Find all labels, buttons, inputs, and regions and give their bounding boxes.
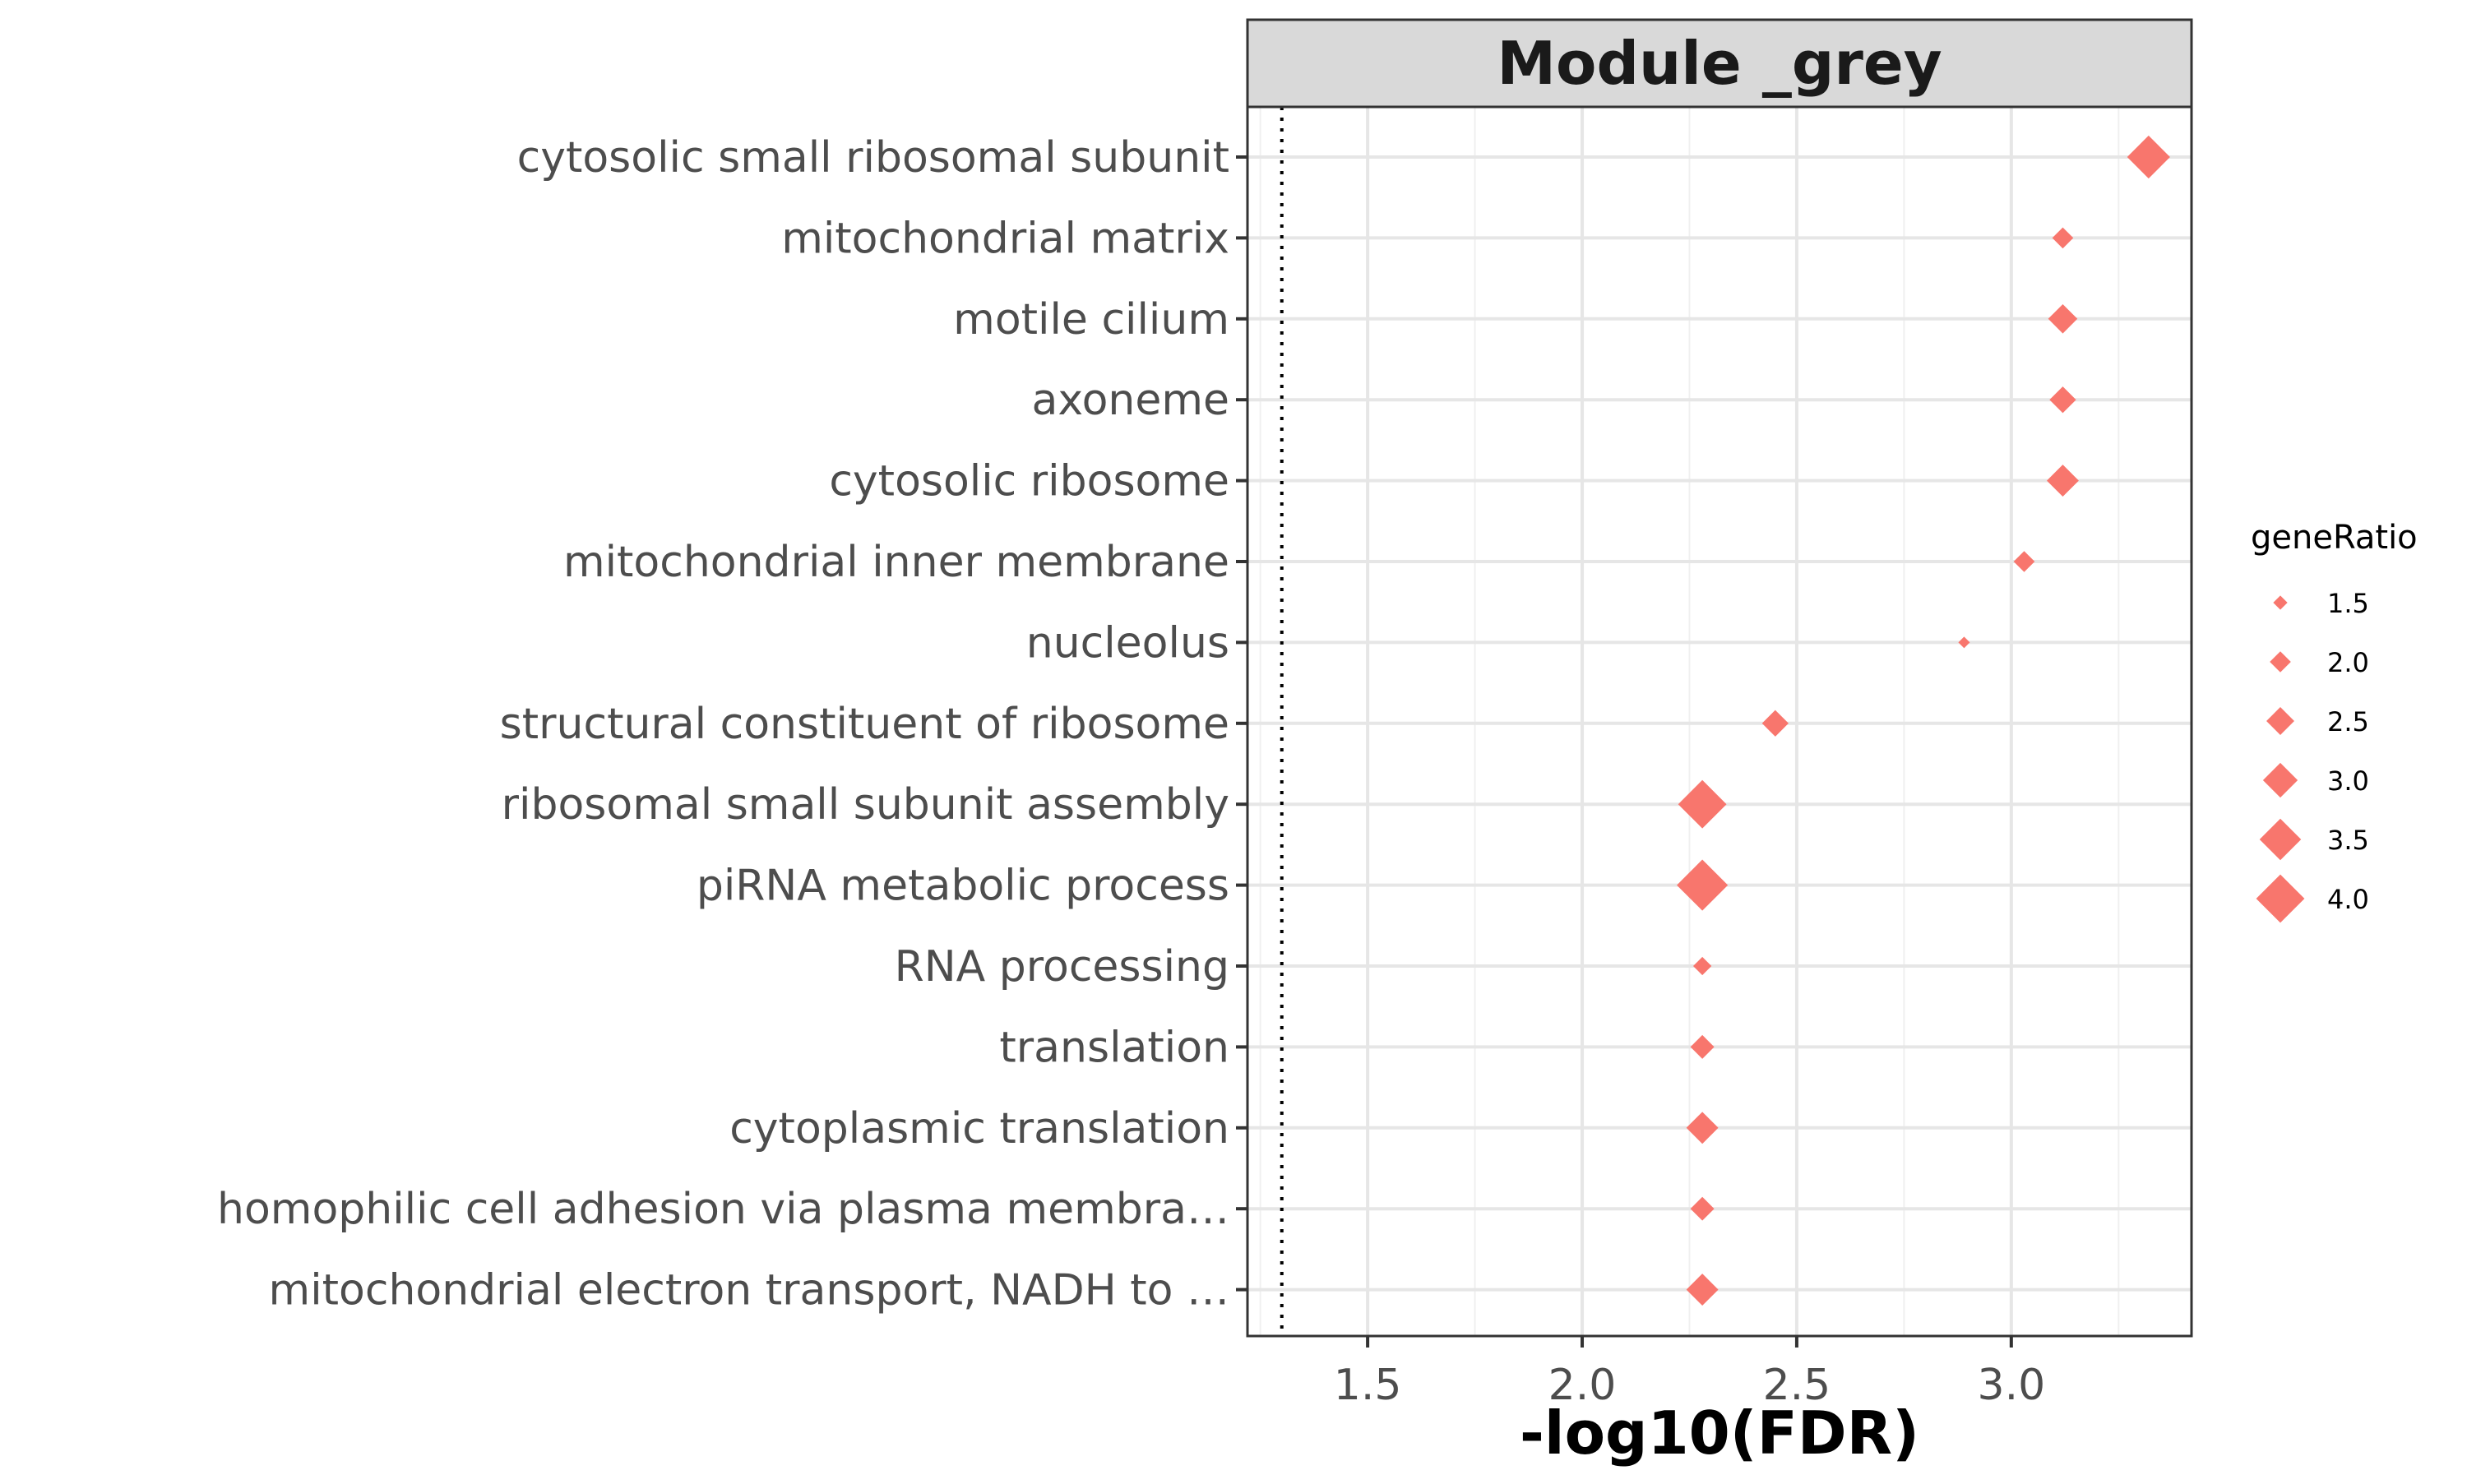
y-tick-label: mitochondrial matrix [781,214,1229,263]
y-tick-label: homophilic cell adhesion via plasma memb… [217,1185,1229,1234]
y-tick-label: translation [999,1023,1229,1072]
legend-key [2273,595,2288,610]
legend-key [2256,874,2305,923]
x-tick-label: 3.0 [1977,1361,2045,1410]
strip-header [1246,18,2193,109]
x-axis: 1.5 2.0 2.5 3.0 [1334,1336,2045,1410]
y-tick-label: mitochondrial inner membrane [563,538,1229,587]
legend-label: 3.0 [2327,765,2369,797]
y-tick-label: nucleolus [1026,618,1229,668]
data-point [1677,859,1729,911]
data-point [1690,1196,1715,1221]
y-tick-label: ribosomal small subunit assembly [502,780,1229,830]
y-tick-label: cytoplasmic translation [729,1104,1229,1153]
data-point [1686,1274,1719,1306]
x-tick-label: 2.5 [1763,1361,1831,1410]
points-layer [1677,135,2170,1306]
y-tick-label: motile cilium [953,295,1229,344]
legend-label: 3.5 [2327,825,2369,856]
y-tick-label: piRNA metabolic process [697,862,1229,911]
data-point [2049,386,2076,414]
legend: geneRatio 1.5 2.0 2.5 3.0 3.5 4.0 [2251,519,2418,923]
y-tick-label: mitochondrial electron transport, NADH t… [269,1266,1229,1315]
legend-title: geneRatio [2251,519,2418,557]
data-point [2047,465,2079,497]
y-tick-label: structural constituent of ribosome [500,700,1229,749]
legend-label: 2.5 [2327,706,2369,737]
legend-label: 1.5 [2327,588,2369,619]
panel-border [1246,105,2193,1338]
data-point [2052,227,2074,249]
y-tick-label: RNA processing [895,942,1229,992]
x-axis-title: -log10(FDR) [1520,1398,1919,1468]
legend-label: 4.0 [2327,884,2369,915]
data-point [2048,304,2078,334]
x-tick-label: 1.5 [1334,1361,1402,1410]
legend-key [2270,651,2291,673]
legend-label: 2.0 [2327,647,2369,678]
panel-title: Module _grey [1497,29,1942,98]
legend-key [2259,818,2302,861]
y-tick-label: cytosolic ribosome [829,457,1229,506]
y-axis: cytosolic small ribosomal subunit mitocho… [217,133,1247,1315]
legend-key [2262,762,2298,798]
y-tick-label: cytosolic small ribosomal subunit [517,133,1229,183]
data-point [1686,1112,1719,1144]
legend-key [2266,707,2294,735]
data-point [1958,636,1970,649]
data-point [1678,779,1727,829]
data-point [2013,551,2035,572]
x-tick-label: 2.0 [1548,1361,1617,1410]
data-point [1761,710,1789,737]
y-tick-label: axoneme [1032,376,1229,425]
data-point [1692,956,1712,976]
data-point [1690,1034,1715,1059]
data-point [2127,135,2170,179]
